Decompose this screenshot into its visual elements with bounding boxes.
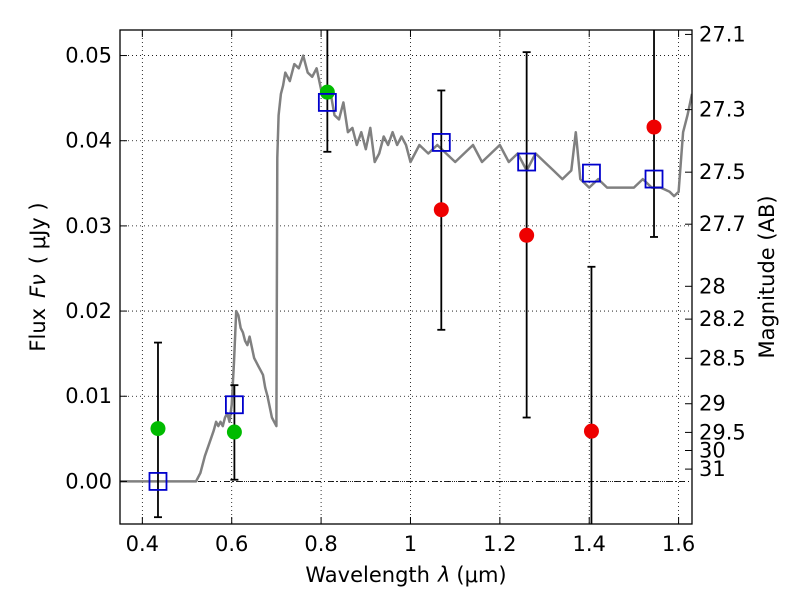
y-axis-label: Flux — [26, 308, 50, 352]
model-band-flux-square — [582, 163, 601, 183]
x-tick-label: 0.8 — [304, 532, 337, 556]
y2-tick-label: 29.5 — [699, 420, 746, 444]
detection-point — [226, 424, 242, 440]
y2-tick-label: 27.5 — [699, 160, 746, 184]
y-axis-symbol: Fν — [26, 274, 50, 298]
x-tick-label: 1.2 — [483, 532, 516, 556]
x-tick-label: 1.4 — [573, 532, 606, 556]
non-detection-point — [583, 423, 599, 439]
y2-tick-label: 31 — [699, 457, 726, 481]
x-tick-label: 0.4 — [126, 532, 159, 556]
model-band-flux-square — [644, 169, 664, 189]
y-axis-title: Flux Fν ( μJy ) — [26, 202, 50, 351]
x-tick-label: 0.6 — [215, 532, 248, 556]
x-axis-label: Wavelength — [305, 563, 430, 587]
y-tick-label: 0.00 — [65, 469, 112, 493]
y2-tick-label: 27.7 — [699, 212, 746, 236]
x-tick-label: 1.6 — [662, 532, 695, 556]
y2-tick-label: 27.1 — [699, 22, 746, 46]
y-tick-label: 0.02 — [65, 299, 112, 323]
plot-frame — [119, 29, 693, 525]
y2-axis-title: Magnitude (AB) — [755, 195, 779, 358]
model-band-flux-square — [517, 152, 537, 172]
plot-area — [120, 30, 692, 524]
y2-tick-label: 28 — [699, 274, 726, 298]
y2-tick-label: 27.3 — [699, 98, 746, 122]
y-tick-label: 0.05 — [65, 44, 112, 68]
y2-tick-label: 30 — [699, 438, 726, 462]
model-sed-line — [120, 54, 692, 483]
x-axis-symbol: λ — [437, 563, 450, 587]
non-detection-point — [646, 119, 662, 135]
x-tick-label: 1 — [404, 532, 417, 556]
model-band-flux-square — [224, 395, 244, 415]
detection-point — [150, 421, 166, 437]
model-band-flux-square — [431, 133, 451, 152]
y-tick-label: 0.04 — [65, 129, 112, 153]
x-axis-unit: (μm) — [456, 563, 506, 587]
grid — [120, 30, 692, 524]
axes: 0.4 0.6 0.8 1 1.2 1.4 1.6 0.00 0.01 0.02 0.03 0.04 0… — [65, 22, 746, 556]
x-axis-title: Wavelength λ (μm) — [305, 563, 506, 587]
y-tick-label: 0.03 — [65, 214, 112, 238]
y-tick-label: 0.01 — [65, 384, 112, 408]
y2-tick-label: 29 — [699, 392, 726, 416]
y2-tick-label: 28.2 — [699, 307, 746, 331]
y-axis-unit: ( μJy ) — [26, 202, 50, 264]
non-detection-point — [433, 202, 449, 218]
non-detection-point — [519, 227, 535, 243]
model-band-flux-square — [317, 92, 337, 112]
y2-tick-label: 28.5 — [699, 346, 746, 370]
detection-point — [319, 84, 335, 100]
model-band-flux-square — [148, 472, 168, 491]
